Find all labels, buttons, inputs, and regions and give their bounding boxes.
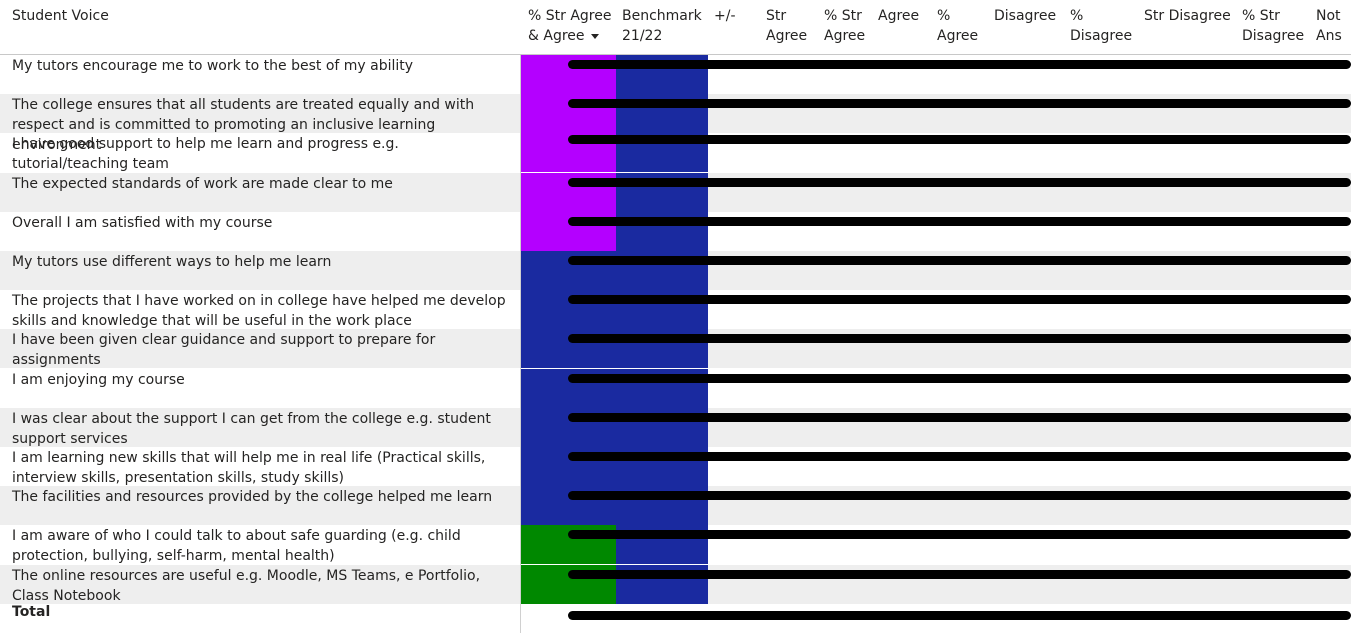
question-text: The expected standards of work are made … bbox=[12, 175, 393, 192]
question-text: I am learning new skills that will help … bbox=[12, 450, 486, 486]
table-row[interactable]: The college ensures that all students ar… bbox=[0, 94, 1351, 153]
header-pct-str-agree[interactable]: % Str Agree bbox=[824, 8, 866, 44]
redaction-bar bbox=[568, 452, 1351, 461]
header-pct-agree[interactable]: % Agree bbox=[937, 8, 979, 44]
header-agree[interactable]: Agree bbox=[878, 8, 920, 24]
question-text: I was clear about the support I can get … bbox=[12, 410, 491, 447]
question-text: I have been given clear guidance and sup… bbox=[12, 332, 436, 369]
header-str-disagree[interactable]: Str Disagree bbox=[1144, 8, 1231, 24]
header-str-agree[interactable]: Str Agree bbox=[766, 8, 808, 44]
table-row[interactable]: The online resources are useful e.g. Moo… bbox=[0, 564, 1351, 604]
question-text: I have good support to help me learn and… bbox=[12, 136, 399, 173]
question-text: My tutors use different ways to help me … bbox=[12, 254, 332, 270]
question-text: I am aware of who I could talk to about … bbox=[12, 528, 461, 565]
question-text: The facilities and resources provided by… bbox=[12, 489, 493, 506]
table-row[interactable]: The facilities and resources provided by… bbox=[0, 486, 1351, 526]
question-text: The online resources are useful e.g. Moo… bbox=[12, 567, 481, 604]
table-row[interactable]: I am aware of who I could talk to about … bbox=[0, 525, 1351, 565]
table-row[interactable]: I have good support to help me learn and… bbox=[0, 133, 1351, 173]
table-header: Student Voice % Str Agree & Agree Benchm… bbox=[0, 0, 1351, 55]
redaction-bar bbox=[568, 611, 1351, 620]
header-str-agree-agree[interactable]: % Str Agree & Agree bbox=[528, 6, 614, 46]
redaction-bar bbox=[568, 530, 1351, 540]
header-student-voice[interactable]: Student Voice bbox=[12, 8, 109, 24]
table-row[interactable]: I am enjoying my course bbox=[0, 368, 1351, 408]
table-row[interactable]: The projects that I have worked on in co… bbox=[0, 290, 1351, 330]
question-text: My tutors encourage me to work to the be… bbox=[12, 58, 414, 74]
header-disagree[interactable]: Disagree bbox=[994, 8, 1057, 24]
redaction-bar bbox=[568, 256, 1351, 265]
header-pct-str-disagree[interactable]: % Str Disagree bbox=[1242, 8, 1305, 44]
table-row[interactable]: Overall I am satisfied with my course bbox=[0, 211, 1351, 251]
table-row[interactable]: The expected standards of work are made … bbox=[0, 172, 1351, 212]
header-delta[interactable]: +/- bbox=[714, 8, 736, 24]
header-benchmark[interactable]: Benchmark 21/22 bbox=[622, 8, 702, 44]
column-divider bbox=[520, 55, 521, 633]
total-label: Total bbox=[12, 604, 51, 620]
table-row[interactable]: I am learning new skills that will help … bbox=[0, 447, 1351, 486]
redaction-bar bbox=[568, 60, 1351, 69]
redaction-bar bbox=[568, 135, 1351, 145]
table-row[interactable]: I have been given clear guidance and sup… bbox=[0, 329, 1351, 369]
redaction-bar bbox=[568, 491, 1351, 501]
redaction-bar bbox=[568, 99, 1351, 109]
total-row: Total bbox=[0, 603, 1351, 633]
table-row[interactable]: My tutors encourage me to work to the be… bbox=[0, 55, 1351, 94]
header-not-ans[interactable]: Not Ans bbox=[1316, 8, 1342, 44]
sort-descending-icon bbox=[590, 33, 599, 39]
redaction-bar bbox=[568, 177, 1351, 187]
redaction-bar bbox=[568, 334, 1351, 344]
redaction-bar bbox=[568, 412, 1351, 422]
header-pct-disagree[interactable]: % Disagree bbox=[1070, 8, 1133, 44]
redaction-bar bbox=[568, 216, 1351, 226]
table-row[interactable]: I was clear about the support I can get … bbox=[0, 407, 1351, 447]
question-text: The projects that I have worked on in co… bbox=[12, 293, 506, 330]
question-text: Overall I am satisfied with my course bbox=[12, 214, 273, 231]
redaction-bar bbox=[568, 569, 1351, 579]
header-str-agree-agree-label: % Str Agree & Agree bbox=[528, 8, 612, 44]
question-text: I am enjoying my course bbox=[12, 371, 185, 388]
redaction-bar bbox=[568, 373, 1351, 383]
question-text: The college ensures that all students ar… bbox=[12, 97, 475, 154]
table-row[interactable]: My tutors use different ways to help me … bbox=[0, 251, 1351, 290]
redaction-bar bbox=[568, 295, 1351, 305]
